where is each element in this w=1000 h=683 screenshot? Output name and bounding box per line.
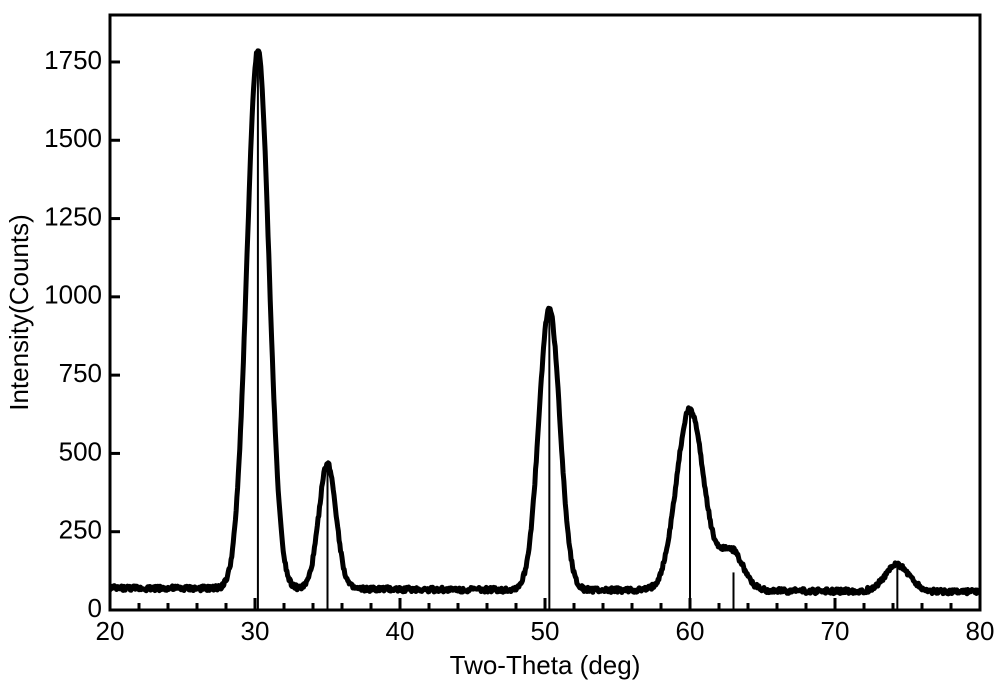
x-tick-label: 60 — [676, 616, 705, 646]
y-tick-label: 1500 — [44, 123, 102, 153]
y-tick-label: 250 — [59, 515, 102, 545]
y-tick-label: 1000 — [44, 280, 102, 310]
x-tick-label: 30 — [241, 616, 270, 646]
xrd-chart: 0250500750100012501500175020304050607080… — [0, 0, 1000, 683]
y-tick-label: 500 — [59, 436, 102, 466]
y-tick-label: 1750 — [44, 45, 102, 75]
x-tick-label: 80 — [966, 616, 995, 646]
x-tick-label: 70 — [821, 616, 850, 646]
x-tick-label: 50 — [531, 616, 560, 646]
y-axis-label: Intensity(Counts) — [4, 214, 34, 411]
x-axis-label: Two-Theta (deg) — [450, 650, 641, 680]
x-tick-label: 20 — [96, 616, 125, 646]
x-tick-label: 40 — [386, 616, 415, 646]
y-tick-label: 750 — [59, 358, 102, 388]
y-tick-label: 1250 — [44, 201, 102, 231]
chart-container: 0250500750100012501500175020304050607080… — [0, 0, 1000, 683]
